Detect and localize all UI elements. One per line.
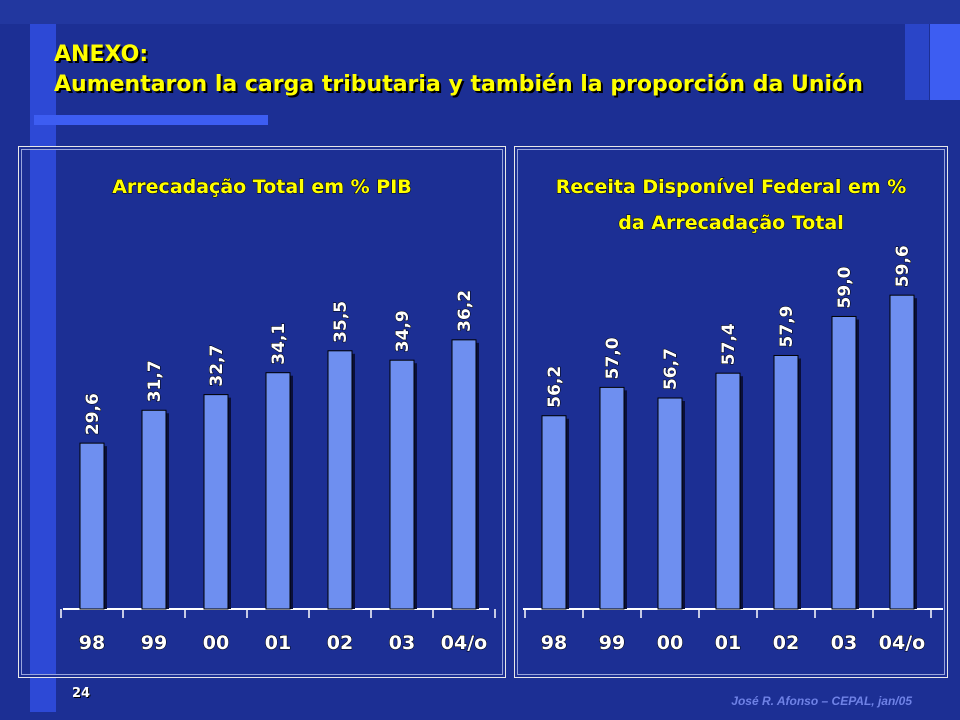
data-label-03: 34,9 [393, 310, 413, 352]
bar-01 [265, 372, 291, 610]
data-label-01: 57,4 [719, 323, 739, 365]
bar-98 [541, 415, 567, 610]
data-label-02: 57,9 [777, 306, 797, 348]
slide-title: ANEXO: Aumentaron la carga tributaria y … [54, 40, 863, 100]
category-label-04/o: 04/o [441, 632, 487, 654]
data-label-00: 32,7 [207, 345, 227, 387]
chart-panel-right: Receita Disponível Federal em % da Arreca… [514, 146, 948, 678]
bar-02 [327, 350, 353, 610]
category-label-01: 01 [265, 632, 291, 654]
category-label-00: 00 [203, 632, 229, 654]
bar-03 [389, 359, 415, 610]
bar-03 [831, 315, 857, 610]
data-label-03: 59,0 [835, 266, 855, 308]
page-number: 24 [72, 686, 91, 701]
category-label-01: 01 [715, 632, 741, 654]
category-label-02: 02 [773, 632, 799, 654]
category-label-03: 03 [831, 632, 857, 654]
data-label-02: 35,5 [331, 301, 351, 343]
category-label-04/o: 04/o [879, 632, 925, 654]
bar-chart-arrecadacao: Arrecadação Total em % PIB 29,6 98 31,7 99 32… [60, 176, 496, 655]
chart-panel-left: Arrecadação Total em % PIB 29,6 98 31,7 99 32… [18, 146, 506, 678]
title-underline [34, 115, 268, 125]
data-label-98: 29,6 [83, 393, 103, 435]
category-label-98: 98 [79, 632, 105, 654]
bar-chart-receita-disponivel: Receita Disponível Federal em % da Arreca… [523, 176, 943, 655]
slide-title-line2: Aumentaron la carga tributaria y también… [54, 72, 863, 97]
author-credit: José R. Afonso – CEPAL, jan/05 [731, 694, 912, 708]
chart-title-line-1: Receita Disponível Federal em % [556, 176, 907, 198]
left-accent-strip [30, 24, 56, 712]
bar-00 [657, 397, 683, 610]
data-label-99: 31,7 [145, 360, 165, 402]
bar-98 [79, 442, 105, 610]
corner-decoration-dark [905, 24, 929, 100]
bar-01 [715, 372, 741, 610]
category-label-00: 00 [657, 632, 683, 654]
data-label-98: 56,2 [545, 366, 565, 408]
bar-99 [599, 386, 625, 610]
category-label-99: 99 [599, 632, 625, 654]
slide-title-line1: ANEXO: [54, 42, 149, 67]
data-label-01: 34,1 [269, 323, 289, 365]
bar-04/o [451, 339, 477, 610]
category-label-02: 02 [327, 632, 353, 654]
data-label-99: 57,0 [603, 337, 623, 379]
data-label-04/o: 59,6 [893, 245, 913, 287]
bar-02 [773, 354, 799, 610]
top-band [0, 0, 960, 24]
chart-title-line-1: Arrecadação Total em % PIB [112, 176, 412, 198]
data-label-04/o: 36,2 [455, 290, 475, 332]
bar-00 [203, 394, 229, 610]
category-label-98: 98 [541, 632, 567, 654]
chart-title-line-2: da Arrecadação Total [618, 212, 844, 234]
bar-04/o [889, 294, 915, 610]
category-label-03: 03 [389, 632, 415, 654]
corner-decoration-light [930, 24, 960, 100]
data-label-00: 56,7 [661, 348, 681, 390]
category-label-99: 99 [141, 632, 167, 654]
bar-99 [141, 409, 167, 610]
